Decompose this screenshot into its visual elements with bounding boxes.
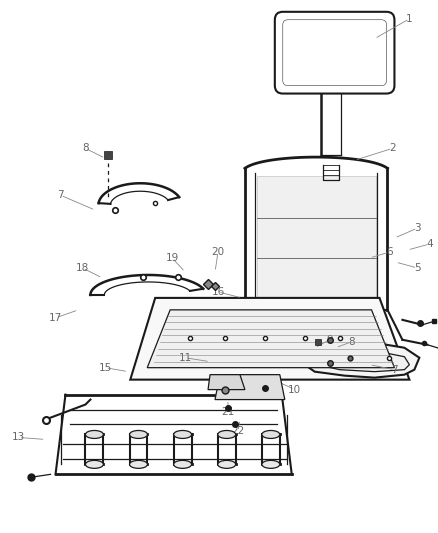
Text: 7: 7 <box>57 190 64 200</box>
Text: 3: 3 <box>413 223 420 233</box>
Text: 4: 4 <box>425 239 432 249</box>
FancyBboxPatch shape <box>282 20 385 86</box>
Ellipse shape <box>173 461 191 469</box>
Text: 15: 15 <box>99 362 112 373</box>
Ellipse shape <box>217 461 235 469</box>
Ellipse shape <box>85 461 103 469</box>
Polygon shape <box>147 310 394 368</box>
Text: 11: 11 <box>178 353 191 363</box>
Text: 19: 19 <box>165 253 178 263</box>
Text: 8: 8 <box>82 143 88 154</box>
Ellipse shape <box>261 431 279 439</box>
Text: 13: 13 <box>12 432 25 442</box>
Polygon shape <box>304 343 418 378</box>
Text: 2: 2 <box>388 143 395 154</box>
Text: 20: 20 <box>211 247 224 257</box>
Polygon shape <box>215 375 284 400</box>
Text: 6: 6 <box>385 247 392 257</box>
Text: 9: 9 <box>325 335 332 345</box>
Text: 21: 21 <box>221 407 234 417</box>
FancyBboxPatch shape <box>274 12 394 94</box>
Text: 16: 16 <box>211 287 224 297</box>
Polygon shape <box>208 375 244 390</box>
Text: 5: 5 <box>413 263 420 273</box>
Text: 18: 18 <box>76 263 89 273</box>
Ellipse shape <box>85 431 103 439</box>
Text: 8: 8 <box>347 337 354 347</box>
Ellipse shape <box>261 461 279 469</box>
Polygon shape <box>130 298 409 379</box>
Text: 17: 17 <box>49 313 62 323</box>
Ellipse shape <box>129 461 147 469</box>
Ellipse shape <box>173 431 191 439</box>
Text: 10: 10 <box>287 385 300 394</box>
Polygon shape <box>317 351 409 372</box>
Ellipse shape <box>217 431 235 439</box>
Text: 12: 12 <box>208 379 221 390</box>
Text: 7: 7 <box>390 365 397 375</box>
Text: 22: 22 <box>231 426 244 437</box>
Polygon shape <box>256 176 374 300</box>
Text: 1: 1 <box>405 14 412 24</box>
Ellipse shape <box>129 431 147 439</box>
